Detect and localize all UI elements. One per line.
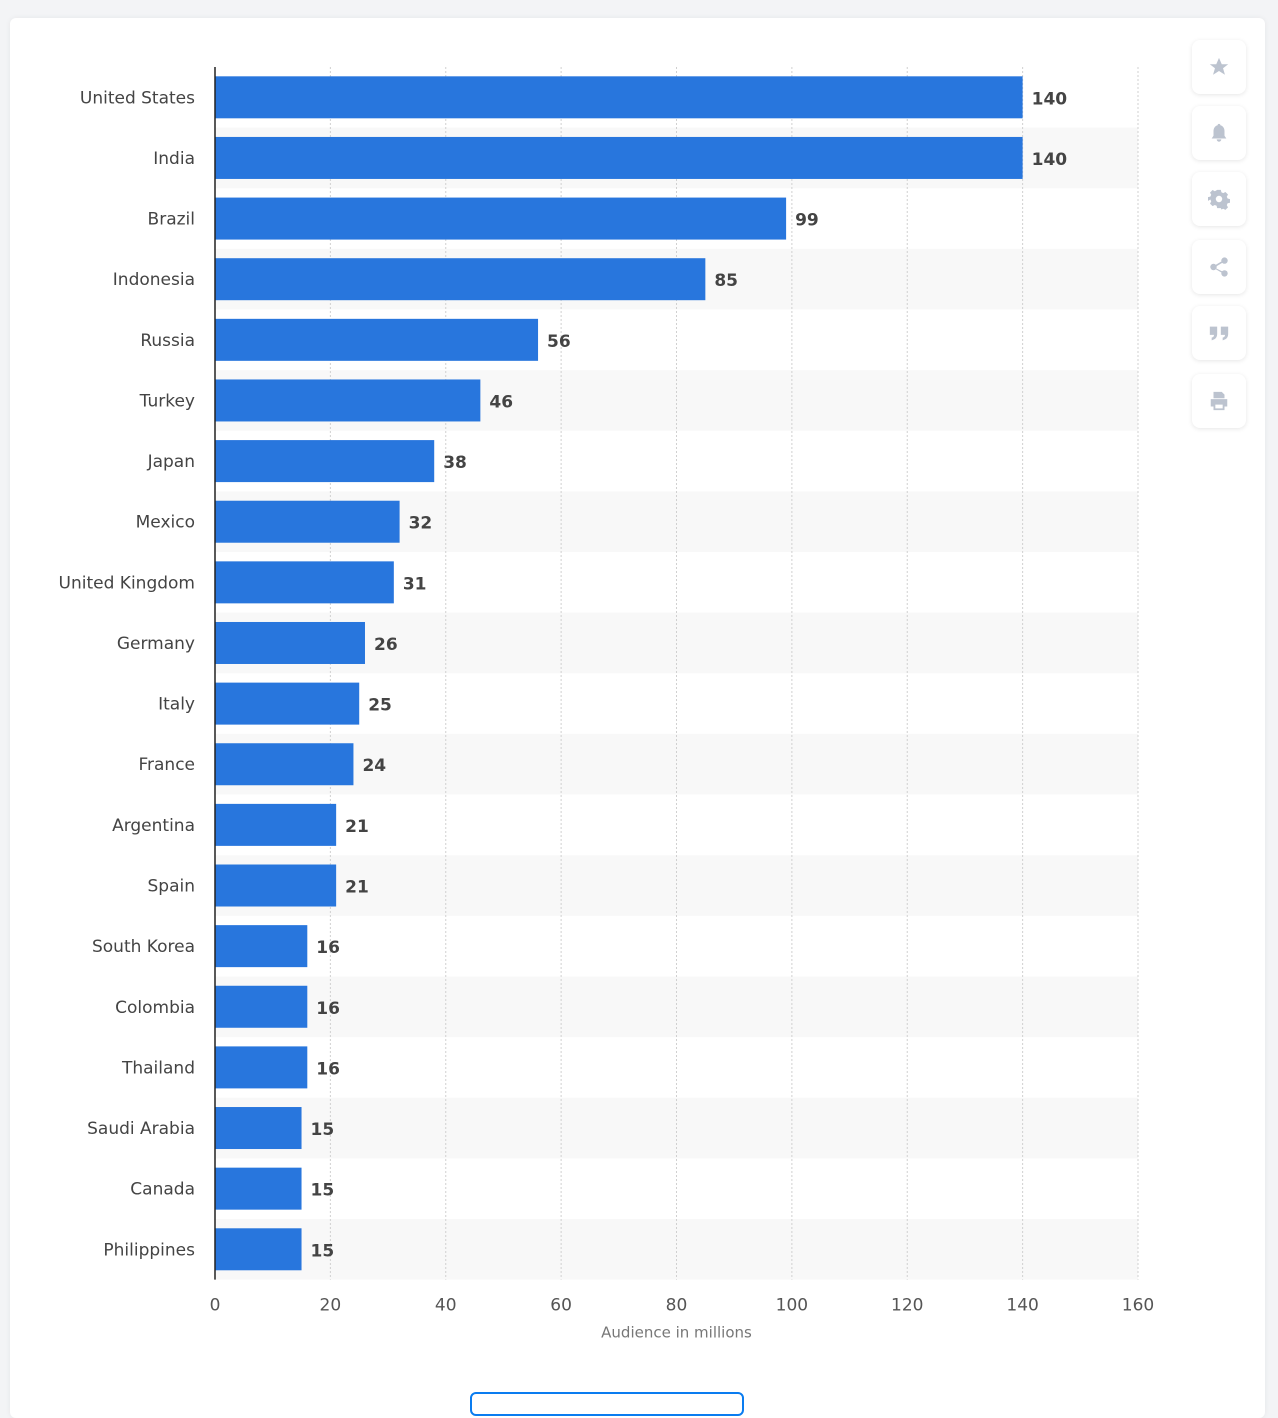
bar [215,76,1023,119]
bar [215,1167,302,1210]
bar [215,682,360,725]
bar [215,803,337,846]
data-label: 16 [316,1059,340,1079]
data-label: 24 [362,756,386,776]
print-icon [1210,391,1228,411]
share-button[interactable] [1192,240,1246,294]
category-label: Turkey [139,391,195,411]
settings-button[interactable] [1192,172,1246,226]
x-tick-label: 120 [891,1296,923,1316]
x-tick-label: 80 [666,1296,688,1316]
x-tick-label: 160 [1122,1296,1154,1316]
favorite-button[interactable] [1192,40,1246,94]
category-label: Germany [117,634,195,654]
bar [215,864,337,907]
x-tick-label: 140 [1006,1296,1038,1316]
data-label: 21 [345,878,369,898]
x-tick-label: 0 [210,1296,221,1316]
x-tick-label: 20 [320,1296,342,1316]
category-label: Canada [130,1180,195,1200]
bar [215,985,308,1028]
bottom-action-button[interactable] [470,1392,744,1416]
category-label: Spain [148,877,196,897]
data-label: 31 [403,574,427,594]
gear-icon [1208,189,1230,210]
print-button[interactable] [1192,374,1246,428]
data-label: 32 [409,514,433,534]
category-label: Japan [147,452,195,472]
category-label: Russia [140,331,195,351]
data-label: 140 [1032,150,1068,170]
row-band [215,1218,1138,1280]
data-label: 56 [547,332,571,352]
data-label: 15 [311,1181,335,1201]
bar [215,440,435,483]
bar [215,925,308,968]
category-label: Colombia [115,998,195,1018]
x-tick-label: 100 [776,1296,808,1316]
bar [215,1107,302,1150]
x-axis-title: Audience in millions [601,1324,752,1342]
bar [215,197,787,240]
category-label: Philippines [103,1240,195,1260]
quote-icon [1209,326,1229,341]
bell-icon [1211,123,1227,142]
data-label: 85 [714,271,738,291]
data-label: 15 [311,1120,335,1140]
category-label: Brazil [148,210,195,230]
category-label: Mexico [136,513,195,533]
bar [215,561,394,604]
share-icon [1210,257,1228,277]
data-label: 15 [311,1241,335,1261]
cite-button[interactable] [1192,306,1246,360]
row-band [215,976,1138,1038]
data-label: 25 [368,696,392,716]
row-band [215,855,1138,916]
x-tick-label: 60 [550,1296,572,1316]
data-label: 140 [1032,89,1068,109]
data-label: 26 [374,635,398,655]
notification-button[interactable] [1192,106,1246,160]
bar [215,258,706,301]
bar [215,1228,302,1271]
category-label: Italy [158,695,195,715]
data-label: 16 [316,999,340,1019]
category-label: Argentina [112,816,195,836]
category-label: Indonesia [113,270,195,290]
data-label: 16 [316,938,340,958]
data-label: 21 [345,817,369,837]
category-label: France [138,755,195,775]
data-label: 99 [795,211,819,231]
category-label: South Korea [92,937,195,957]
category-label: Saudi Arabia [87,1119,195,1139]
data-label: 38 [443,453,467,473]
data-label: 46 [489,392,513,412]
bar [215,621,365,664]
bar [215,500,400,543]
category-label: Thailand [121,1058,195,1078]
bar [215,318,539,361]
star-icon [1209,57,1229,75]
x-tick-label: 40 [435,1296,457,1316]
bar [215,1046,308,1089]
category-label: United Kingdom [59,573,195,593]
category-label: United States [80,88,195,108]
bar [215,136,1023,179]
bar [215,379,481,422]
category-label: India [153,149,195,169]
bar [215,743,354,786]
